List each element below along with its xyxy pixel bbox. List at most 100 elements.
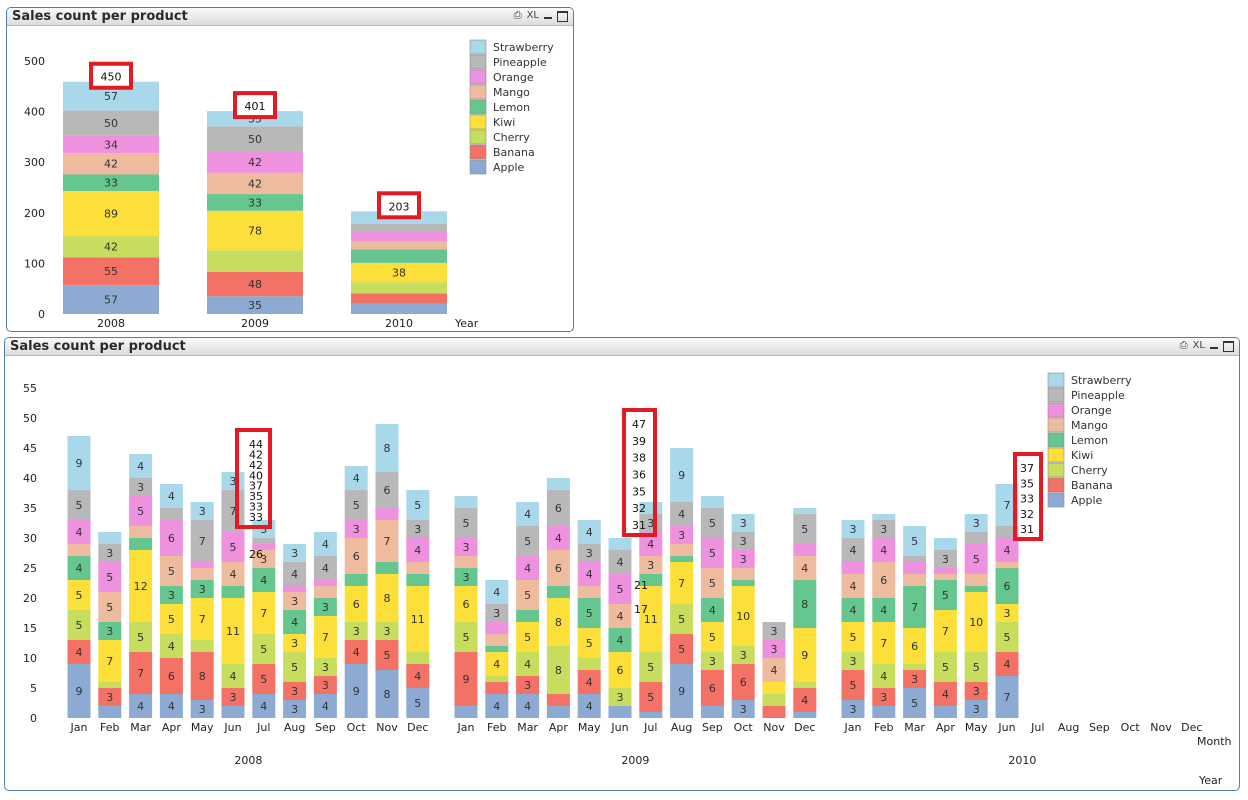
print-icon[interactable]: ⎙	[513, 10, 522, 21]
bar-segment-banana	[129, 652, 153, 694]
data-label: 3	[850, 655, 857, 668]
x-axis-title-year: Year	[1198, 774, 1223, 787]
bar-segment-kiwi	[313, 616, 337, 658]
print-icon[interactable]: ⎙	[1179, 340, 1188, 351]
x-tick-label: Jun	[997, 721, 1015, 734]
bottom-caption-bar[interactable]: Sales count per product ⎙ XL	[5, 338, 1239, 356]
bar-segment-cherry	[159, 634, 183, 658]
bar-segment-pineapple	[67, 490, 91, 520]
data-label: 4	[586, 676, 593, 689]
xl-icon[interactable]: XL	[1192, 340, 1205, 351]
bar-segment-mango	[344, 538, 368, 574]
data-label: 78	[248, 225, 262, 238]
bar-segment-banana	[841, 670, 865, 700]
bar-segment-orange	[351, 231, 447, 242]
bar-segment-lemon	[63, 174, 159, 192]
maximize-icon[interactable]	[557, 10, 568, 22]
bar-segment-orange	[454, 538, 478, 556]
bar-segment-kiwi	[344, 586, 368, 622]
bar-segment-kiwi	[793, 628, 817, 682]
data-label: 3	[106, 547, 113, 560]
bar-segment-apple	[190, 700, 214, 718]
bar-segment-orange	[98, 562, 122, 592]
data-label: 4	[137, 700, 144, 713]
data-label: 5	[586, 637, 593, 650]
data-label: 8	[384, 688, 391, 701]
data-label: 3	[291, 547, 298, 560]
bar-segment-apple	[577, 694, 601, 718]
bar-segment-lemon	[731, 580, 755, 586]
x-tick-label: May	[191, 721, 214, 734]
xl-icon[interactable]: XL	[526, 10, 539, 21]
bar-segment-lemon	[577, 598, 601, 628]
bar-segment-banana	[190, 652, 214, 700]
bar-segment-apple	[903, 688, 927, 718]
legend-swatch-banana	[1047, 477, 1065, 493]
bar-segment-kiwi	[98, 640, 122, 682]
bar-segment-strawberry	[129, 454, 153, 478]
bar-segment-mango	[546, 550, 570, 586]
data-label: 3	[137, 481, 144, 494]
data-label: 6	[463, 598, 470, 611]
bar-segment-banana	[406, 664, 430, 688]
x-tick-label: Nov	[1150, 721, 1172, 734]
bar-segment-pineapple	[516, 526, 540, 556]
bar-segment-kiwi	[190, 598, 214, 640]
y-tick-label: 30	[23, 532, 37, 545]
bar-segment-banana	[375, 640, 399, 670]
bar-segment-cherry	[351, 282, 447, 294]
bar-segment-apple	[207, 296, 303, 314]
bar-segment-cherry	[454, 622, 478, 652]
data-label: 3	[106, 691, 113, 704]
data-label: 7	[911, 601, 918, 614]
maximize-icon[interactable]	[1223, 340, 1234, 352]
legend-swatch-cherry	[469, 129, 487, 145]
bar-segment-mango	[670, 544, 694, 556]
data-label: 4	[322, 562, 329, 575]
overlay-label: 38	[632, 452, 646, 465]
data-label: 50	[104, 117, 118, 130]
bar-segment-kiwi	[731, 586, 755, 646]
data-label: 4	[647, 538, 654, 551]
bar-segment-cherry	[485, 676, 509, 682]
data-label: 10	[969, 616, 983, 629]
data-label: 7	[230, 505, 237, 518]
bar-segment-lemon	[485, 646, 509, 652]
overlay-label: 31	[1020, 523, 1034, 536]
data-label: 3	[493, 607, 500, 620]
bar-segment-orange	[159, 520, 183, 556]
bar-segment-pineapple	[577, 544, 601, 562]
data-label: 7	[106, 655, 113, 668]
minimize-icon[interactable]	[1210, 342, 1218, 350]
bar-segment-cherry	[933, 652, 957, 682]
data-label: 3	[524, 679, 531, 692]
top-caption-bar[interactable]: Sales count per product ⎙ XL	[7, 8, 573, 26]
bar-segment-strawberry	[159, 484, 183, 508]
x-tick-label: Oct	[1121, 721, 1141, 734]
total-highlight-box	[233, 91, 277, 120]
bar-segment-apple	[252, 694, 276, 718]
bar-segment-strawberry	[283, 544, 307, 562]
data-label: 5	[1004, 631, 1011, 644]
bar-segment-orange	[793, 544, 817, 556]
bar-segment-apple	[129, 694, 153, 718]
bar-segment-kiwi	[375, 574, 399, 622]
x-tick-label: Feb	[874, 721, 893, 734]
overlay-label: 42	[249, 448, 263, 461]
data-label: 11	[411, 613, 425, 626]
bar-segment-orange	[207, 151, 303, 173]
bar-segment-lemon	[903, 586, 927, 628]
bar-segment-lemon	[670, 556, 694, 562]
bar-segment-apple	[375, 670, 399, 718]
data-label: 35	[248, 299, 262, 312]
bar-segment-mango	[406, 562, 430, 574]
bar-segment-cherry	[608, 688, 632, 706]
overlay-label: 40	[249, 469, 263, 482]
bar-segment-cherry	[67, 610, 91, 640]
minimize-icon[interactable]	[544, 12, 552, 20]
bar-segment-mango	[577, 586, 601, 598]
data-label: 5	[106, 571, 113, 584]
bar-segment-cherry	[731, 646, 755, 664]
bar-segment-apple	[485, 694, 509, 718]
bar-segment-cherry	[639, 652, 663, 682]
